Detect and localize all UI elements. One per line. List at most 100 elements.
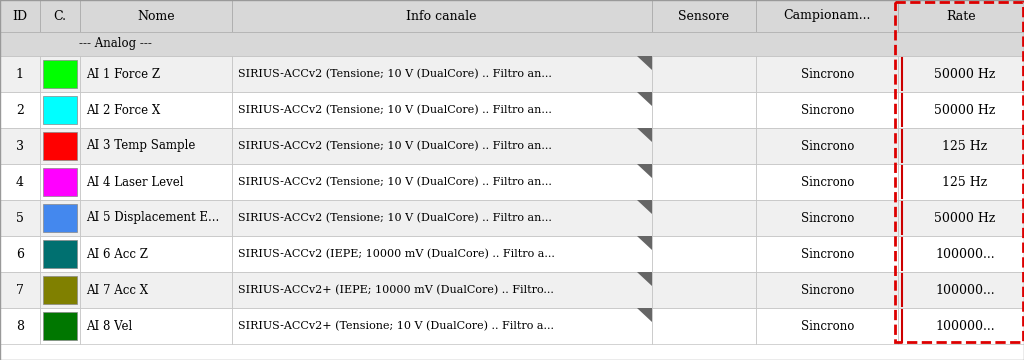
Bar xyxy=(43,96,77,124)
Bar xyxy=(43,312,77,340)
Bar xyxy=(231,92,651,128)
Bar xyxy=(757,236,898,272)
Bar xyxy=(651,236,757,272)
Bar xyxy=(651,56,757,92)
Text: AI 5 Displacement E...: AI 5 Displacement E... xyxy=(86,211,219,225)
Bar xyxy=(0,272,40,308)
Text: 8: 8 xyxy=(16,320,24,333)
Bar xyxy=(43,276,77,304)
Bar xyxy=(757,128,898,164)
Text: 125 Hz: 125 Hz xyxy=(942,139,988,153)
Text: 100000...: 100000... xyxy=(935,248,995,261)
Bar xyxy=(757,272,898,308)
Bar xyxy=(0,0,40,32)
Bar xyxy=(40,164,80,200)
Text: 7: 7 xyxy=(16,284,24,297)
Bar xyxy=(43,168,77,196)
Bar xyxy=(0,32,1024,56)
Bar xyxy=(651,200,757,236)
Bar xyxy=(757,92,898,128)
Bar xyxy=(80,0,231,32)
Text: SIRIUS-ACCv2 (Tensione; 10 V (DualCore) .. Filtro an...: SIRIUS-ACCv2 (Tensione; 10 V (DualCore) … xyxy=(238,105,552,115)
Bar xyxy=(898,164,1024,200)
Bar xyxy=(0,236,40,272)
Bar xyxy=(757,308,898,344)
Bar xyxy=(43,204,77,232)
Bar xyxy=(80,92,231,128)
Text: Campionam...: Campionam... xyxy=(783,9,871,22)
Text: --- Analog ---: --- Analog --- xyxy=(80,37,153,50)
Text: AI 7 Acc X: AI 7 Acc X xyxy=(86,284,147,297)
Bar xyxy=(231,236,651,272)
Bar xyxy=(0,128,40,164)
Bar xyxy=(43,60,77,88)
Text: Sincrono: Sincrono xyxy=(801,320,854,333)
Bar xyxy=(0,308,40,344)
Text: AI 8 Vel: AI 8 Vel xyxy=(86,320,132,333)
Text: ID: ID xyxy=(12,9,28,22)
Text: 5: 5 xyxy=(16,211,24,225)
Text: SIRIUS-ACCv2+ (Tensione; 10 V (DualCore) .. Filtro a...: SIRIUS-ACCv2+ (Tensione; 10 V (DualCore)… xyxy=(238,321,554,331)
Bar xyxy=(0,200,40,236)
Text: 2: 2 xyxy=(16,104,24,117)
Bar xyxy=(80,56,231,92)
Bar xyxy=(0,164,40,200)
Bar xyxy=(651,308,757,344)
Bar xyxy=(898,56,1024,92)
Polygon shape xyxy=(637,128,651,143)
Bar xyxy=(231,0,651,32)
Text: SIRIUS-ACCv2 (Tensione; 10 V (DualCore) .. Filtro an...: SIRIUS-ACCv2 (Tensione; 10 V (DualCore) … xyxy=(238,69,552,79)
Text: AI 4 Laser Level: AI 4 Laser Level xyxy=(86,175,183,189)
Bar xyxy=(231,272,651,308)
Bar xyxy=(40,92,80,128)
Text: 50000 Hz: 50000 Hz xyxy=(934,211,995,225)
Bar xyxy=(231,200,651,236)
Bar xyxy=(757,164,898,200)
Bar xyxy=(40,0,80,32)
Bar xyxy=(80,164,231,200)
Bar xyxy=(898,272,1024,308)
Bar xyxy=(80,128,231,164)
Polygon shape xyxy=(637,308,651,323)
Text: Sincrono: Sincrono xyxy=(801,284,854,297)
Text: 100000...: 100000... xyxy=(935,284,995,297)
Text: SIRIUS-ACCv2 (IEPE; 10000 mV (DualCore) .. Filtro a...: SIRIUS-ACCv2 (IEPE; 10000 mV (DualCore) … xyxy=(238,249,555,259)
Bar xyxy=(898,0,1024,32)
Bar xyxy=(80,200,231,236)
Text: Info canale: Info canale xyxy=(407,9,477,22)
Text: 50000 Hz: 50000 Hz xyxy=(934,68,995,81)
Text: Nome: Nome xyxy=(137,9,175,22)
Text: Sincrono: Sincrono xyxy=(801,68,854,81)
Text: SIRIUS-ACCv2+ (IEPE; 10000 mV (DualCore) .. Filtro...: SIRIUS-ACCv2+ (IEPE; 10000 mV (DualCore)… xyxy=(238,285,554,295)
Text: AI 1 Force Z: AI 1 Force Z xyxy=(86,68,160,81)
Bar xyxy=(651,272,757,308)
Polygon shape xyxy=(637,164,651,179)
Bar xyxy=(757,200,898,236)
Bar xyxy=(651,164,757,200)
Bar xyxy=(895,2,1023,342)
Bar xyxy=(651,0,757,32)
Polygon shape xyxy=(637,236,651,251)
Bar xyxy=(43,132,77,160)
Bar xyxy=(231,164,651,200)
Bar xyxy=(43,240,77,268)
Text: 6: 6 xyxy=(16,248,24,261)
Bar xyxy=(231,308,651,344)
Text: SIRIUS-ACCv2 (Tensione; 10 V (DualCore) .. Filtro an...: SIRIUS-ACCv2 (Tensione; 10 V (DualCore) … xyxy=(238,141,552,151)
Text: 3: 3 xyxy=(16,139,24,153)
Text: Sensore: Sensore xyxy=(679,9,729,22)
Bar xyxy=(40,200,80,236)
Bar xyxy=(651,128,757,164)
Bar xyxy=(0,92,40,128)
Bar xyxy=(40,308,80,344)
Text: Sincrono: Sincrono xyxy=(801,104,854,117)
Text: 100000...: 100000... xyxy=(935,320,995,333)
Bar xyxy=(898,236,1024,272)
Bar xyxy=(40,56,80,92)
Text: AI 3 Temp Sample: AI 3 Temp Sample xyxy=(86,139,196,153)
Bar xyxy=(80,272,231,308)
Bar xyxy=(40,272,80,308)
Text: 50000 Hz: 50000 Hz xyxy=(934,104,995,117)
Text: Sincrono: Sincrono xyxy=(801,139,854,153)
Text: AI 2 Force X: AI 2 Force X xyxy=(86,104,160,117)
